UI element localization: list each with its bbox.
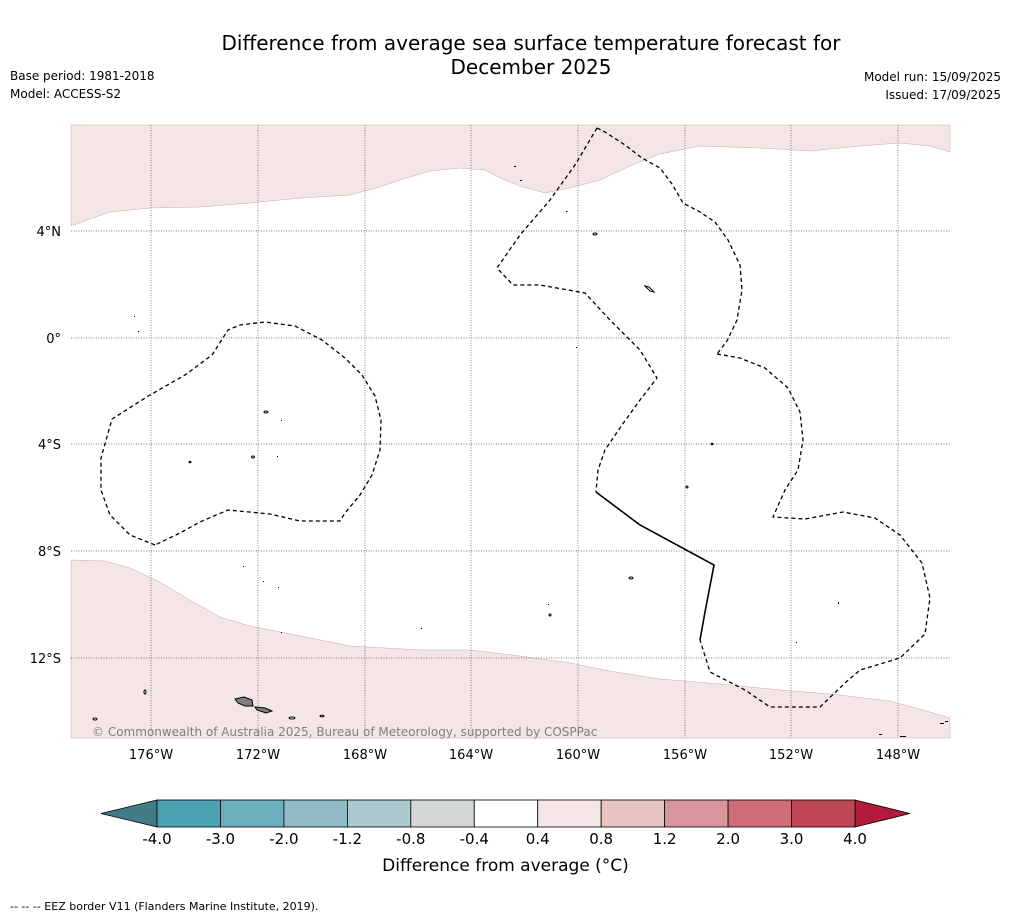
colorbar-bin — [727, 799, 792, 828]
island-dot — [710, 442, 714, 446]
warm-anomaly-region-south — [70, 559, 951, 739]
colorbar-bin — [346, 799, 412, 828]
colorbar-label: Difference from average (°C) — [382, 856, 629, 876]
eez-legend-footnote: -- -- -- EEZ border V11 (Flanders Marine… — [10, 900, 319, 913]
warm-anomaly-region-north — [70, 124, 951, 227]
title-line-1: Difference from average sea surface temp… — [221, 31, 841, 55]
colorbar-tick-label: 4.0 — [843, 830, 867, 848]
lat-label: 8°S — [38, 545, 61, 560]
island-dot — [188, 460, 192, 464]
colorbar-tick-label: 2.0 — [716, 830, 740, 848]
colorbar-underflow-arrow — [100, 799, 158, 828]
eez-border-west — [100, 321, 382, 546]
colorbar-tick-label: -1.2 — [333, 830, 362, 848]
colorbar-bin — [410, 799, 475, 828]
eez-border-solid-segment — [595, 491, 715, 641]
colorbar-bin — [664, 799, 729, 828]
island-specks — [134, 166, 948, 737]
eez-border-central — [496, 127, 743, 493]
model-run: Model run: 15/09/2025 — [863, 70, 1001, 84]
colorbar-tick-label: -4.0 — [142, 830, 171, 848]
colorbar-overflow-arrow — [854, 799, 911, 828]
island-dot — [263, 410, 269, 414]
lat-label: 4°S — [38, 438, 61, 453]
island-cluster — [643, 285, 656, 293]
colorbar-tick-label: 1.2 — [653, 830, 677, 848]
island-dot — [92, 717, 98, 721]
colorbar-bin — [791, 799, 856, 828]
map-title: Difference from average sea surface temp… — [0, 31, 1011, 79]
model-name: Model: ACCESS-S2 — [10, 87, 122, 101]
issued-date: Issued: 17/09/2025 — [885, 88, 1001, 102]
lon-label: 156°W — [663, 748, 707, 763]
longitude-labels: 176°W 172°W 168°W 164°W 160°W 156°W 152°… — [129, 748, 920, 763]
island-dot — [592, 232, 598, 236]
lon-label: 172°W — [236, 748, 280, 763]
colorbar-tick-label: -3.0 — [206, 830, 235, 848]
colorbar-bin — [220, 799, 285, 828]
colorbar-bin — [156, 799, 221, 828]
copyright-notice: © Commonwealth of Australia 2025, Bureau… — [92, 725, 597, 739]
lat-label: 4°N — [37, 225, 62, 240]
eez-border-east — [699, 353, 931, 708]
colorbar-bin — [473, 799, 539, 828]
colorbar-tick-label: 0.8 — [589, 830, 613, 848]
lon-label: 164°W — [449, 748, 493, 763]
island-dot — [319, 714, 325, 718]
colorbar-bin — [537, 799, 602, 828]
island-dot — [548, 613, 552, 617]
lat-label: 0° — [46, 332, 61, 347]
lon-label: 152°W — [769, 748, 813, 763]
colorbar: -4.0 -3.0 -2.0 -1.2 -0.8 -0.4 0.4 0.8 1.2 2.0 3.0 4… — [100, 799, 911, 848]
island-samoa-tutuila — [253, 706, 274, 714]
lon-label: 148°W — [876, 748, 920, 763]
island-dot — [143, 689, 147, 695]
islands — [92, 232, 714, 721]
colorbar-tick-label: -2.0 — [269, 830, 298, 848]
title-line-2: December 2025 — [450, 55, 612, 79]
island-dot — [251, 455, 255, 459]
colorbar-tick-label: 0.4 — [526, 830, 550, 848]
colorbar-tick-label: 3.0 — [780, 830, 804, 848]
lon-label: 160°W — [556, 748, 600, 763]
island-dot — [685, 485, 689, 489]
graticule — [71, 125, 950, 738]
island-dot — [288, 716, 296, 720]
base-period: Base period: 1981-2018 — [10, 69, 155, 83]
colorbar-tick-label: -0.8 — [396, 830, 425, 848]
latitude-labels: 4°N 0° 4°S 8°S 12°S — [30, 225, 61, 667]
island-samoa-upolu — [234, 696, 254, 707]
lon-label: 176°W — [129, 748, 173, 763]
lat-label: 12°S — [30, 652, 61, 667]
island-dot — [628, 576, 634, 580]
eez-borders — [100, 127, 931, 708]
colorbar-tick-label: -0.4 — [460, 830, 489, 848]
colorbar-bin — [600, 799, 666, 828]
colorbar-bin — [283, 799, 348, 828]
lon-label: 168°W — [343, 748, 387, 763]
